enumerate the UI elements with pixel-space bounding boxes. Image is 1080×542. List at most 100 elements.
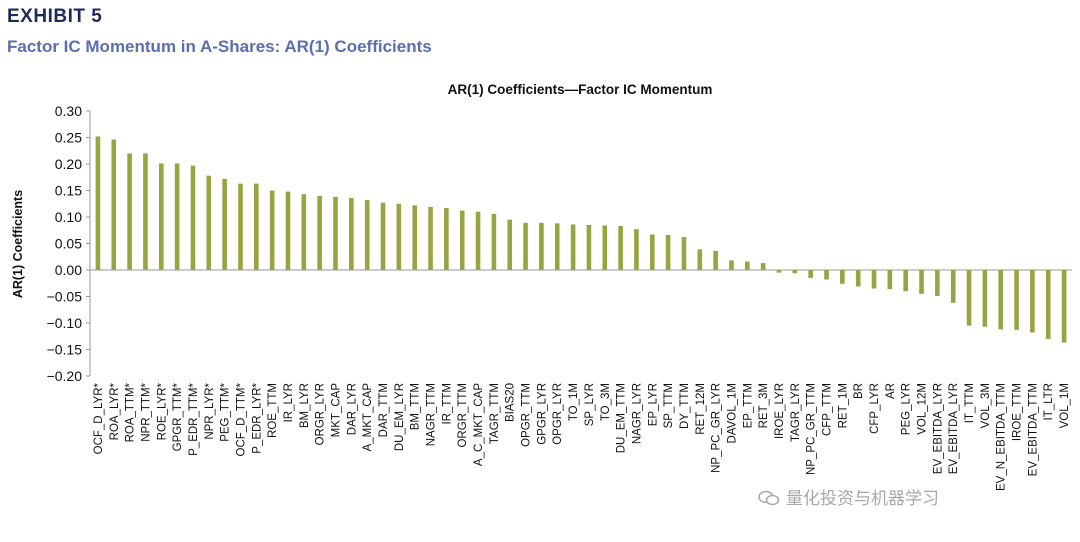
y-tick-label: 0.10 — [55, 209, 82, 225]
x-tick-label: BM_TTM — [410, 383, 422, 430]
bar — [190, 165, 196, 270]
x-tick-label: GPGR_LYR — [536, 383, 548, 445]
bar — [729, 260, 734, 270]
bar — [950, 270, 956, 303]
bar — [824, 270, 829, 280]
bar — [745, 261, 750, 270]
bar — [602, 225, 608, 270]
x-tick-label: DY_TTM — [679, 383, 691, 429]
x-tick-label: RET_3M — [758, 383, 770, 428]
x-tick-label: TO_1M — [568, 383, 580, 421]
bar — [238, 183, 243, 270]
bar — [444, 207, 449, 270]
bar — [285, 191, 291, 270]
bar — [586, 224, 592, 270]
bar — [840, 270, 845, 284]
x-tick-label: ORGR_TTM — [457, 383, 469, 448]
x-tick-label: OPGR_LYR — [552, 383, 564, 445]
x-tick-label: NPR_TTM* — [140, 382, 152, 441]
bar — [174, 163, 180, 270]
x-tick-label: ORGR_LYR — [315, 383, 327, 445]
y-tick-label: 0.15 — [55, 183, 82, 199]
bar — [634, 229, 639, 270]
x-tick-label: TO_3M — [600, 383, 612, 421]
x-tick-label: VOL_3M — [980, 383, 992, 428]
x-tick-label: OCF_D_LYR* — [93, 382, 105, 454]
bar — [412, 205, 417, 270]
bar — [966, 270, 972, 326]
bar — [935, 270, 940, 296]
x-tick-label: P_EDR_LYR* — [251, 382, 263, 453]
chart-title: AR(1) Coefficients—Factor IC Momentum — [448, 82, 713, 97]
y-tick-label: −0.15 — [47, 342, 83, 358]
bar — [982, 270, 988, 327]
y-tick-label: −0.05 — [47, 289, 83, 305]
y-tick-label: 0.30 — [55, 103, 82, 119]
bar — [903, 270, 908, 292]
bar — [1045, 270, 1051, 339]
bar — [396, 203, 402, 270]
x-tick-label: CFP_TTM — [822, 383, 834, 436]
x-tick-label: TAGR_LYR — [790, 383, 802, 442]
bar — [459, 210, 465, 270]
x-tick-label: CFP_LYR — [869, 383, 881, 434]
x-tick-label: IT_LTR — [1043, 383, 1055, 421]
bar — [998, 270, 1004, 330]
bar — [333, 196, 338, 270]
bar — [206, 175, 212, 270]
exhibit-label: EXHIBIT 5 — [7, 6, 103, 27]
x-tick-label: NAGR_LYR — [631, 383, 643, 444]
x-tick-label: BIAS20 — [505, 383, 517, 422]
x-tick-label: ROE_TTM — [267, 383, 279, 438]
bar — [158, 163, 164, 270]
bar — [919, 270, 924, 294]
bar — [887, 270, 893, 290]
watermark-text: 量化投资与机器学习 — [786, 489, 939, 509]
x-tick-label: IROE_TTM — [1012, 383, 1024, 441]
x-tick-label: NAGR_TTM — [426, 383, 438, 446]
bar — [776, 270, 782, 273]
x-tick-label: EV_N_EBITDA_TTM — [996, 383, 1008, 491]
bar — [317, 195, 322, 270]
x-tick-label: P_EDR_TTM* — [188, 382, 200, 455]
y-tick-label: 0.05 — [55, 236, 82, 252]
bar — [570, 224, 576, 270]
x-tick-label: PEG_LYR — [901, 383, 913, 435]
bar — [143, 153, 148, 270]
x-tick-label: IR_TTM — [441, 383, 453, 425]
x-tick-labels: OCF_D_LYR* ROA_LYR* ROA_TTM* NPR_TTM* ROE_LY… — [93, 382, 1071, 491]
x-tick-label: GPGR_TTM* — [172, 382, 184, 451]
y-tick-label: 0.25 — [55, 130, 82, 146]
x-tick-label: IROE_LYR — [774, 383, 786, 439]
x-tick-label: VOL_12M — [917, 383, 929, 435]
bar — [554, 223, 560, 270]
x-tick-label: EV_EBITDA_TTM — [1027, 383, 1039, 476]
x-tick-label: IT_TTM — [964, 383, 976, 423]
bar — [618, 226, 623, 270]
bar — [254, 183, 259, 270]
bar — [681, 237, 687, 270]
bar — [349, 197, 354, 270]
bar — [1014, 270, 1019, 330]
bar — [871, 270, 877, 289]
x-tick-label: PEG_TTM* — [220, 382, 232, 441]
exhibit-subtitle: Factor IC Momentum in A-Shares: AR(1) Co… — [7, 37, 432, 56]
x-tick-label: DU_EM_LYR — [394, 383, 406, 451]
bar — [491, 213, 497, 270]
bar — [665, 235, 671, 270]
x-tick-label: ROA_TTM* — [125, 382, 137, 442]
x-tick-label: AR — [885, 383, 897, 399]
x-tick-label: OCF_D_TTM* — [235, 382, 247, 456]
bar — [111, 139, 117, 270]
x-tick-label: VOL_1M — [1059, 383, 1071, 428]
watermark: 量化投资与机器学习 — [758, 484, 939, 509]
x-tick-label: DU_EM_TTM — [616, 383, 628, 453]
bars — [95, 136, 1067, 343]
x-tick-label: DAR_TTM — [378, 383, 390, 437]
bar — [380, 202, 386, 270]
bar — [697, 249, 703, 270]
y-axis-label: AR(1) Coefficients — [11, 190, 25, 298]
x-tick-label: NP_PC_GR_TTM — [806, 383, 818, 475]
x-tick-label: DAVOL_1M — [726, 383, 738, 444]
